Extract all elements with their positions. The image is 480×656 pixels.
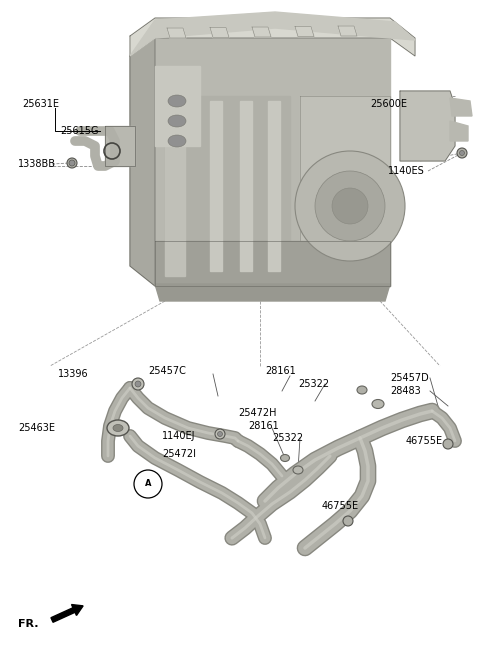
Polygon shape [450,98,472,116]
Text: 25631E: 25631E [22,99,59,109]
Circle shape [67,158,77,168]
Circle shape [69,160,75,166]
Text: 25322: 25322 [298,379,329,389]
Circle shape [343,516,353,526]
Polygon shape [165,96,290,276]
Text: FR.: FR. [18,619,38,629]
Ellipse shape [293,466,303,474]
Circle shape [215,429,225,439]
Ellipse shape [168,135,186,147]
Text: A: A [145,480,151,489]
Ellipse shape [280,455,289,462]
Circle shape [217,432,223,436]
Polygon shape [400,91,455,161]
Text: 25322: 25322 [272,433,303,443]
Text: 1140EJ: 1140EJ [162,431,195,441]
Circle shape [132,378,144,390]
Text: 25457D: 25457D [390,373,429,383]
Text: 1140ES: 1140ES [388,166,425,176]
Circle shape [443,439,453,449]
Polygon shape [105,126,135,166]
Circle shape [135,381,141,387]
Circle shape [459,150,465,155]
Polygon shape [240,101,252,271]
Text: 13396: 13396 [58,369,89,379]
Circle shape [315,171,385,241]
Ellipse shape [107,420,129,436]
Text: 25457C: 25457C [148,366,186,376]
FancyArrow shape [51,605,83,623]
Ellipse shape [168,95,186,107]
Polygon shape [295,26,314,37]
Circle shape [295,151,405,261]
Text: 46755E: 46755E [322,501,359,511]
Polygon shape [210,101,222,271]
Ellipse shape [168,115,186,127]
Polygon shape [450,121,468,141]
Ellipse shape [357,386,367,394]
Text: 46755E: 46755E [406,436,443,446]
Polygon shape [155,38,390,286]
Ellipse shape [113,424,123,432]
Polygon shape [300,96,390,286]
Circle shape [332,188,368,224]
Text: 25472H: 25472H [238,408,276,418]
Polygon shape [252,27,271,37]
Text: 25472I: 25472I [162,449,196,459]
Text: 1338BB: 1338BB [18,159,56,169]
Text: 25463E: 25463E [18,423,55,433]
Polygon shape [338,26,357,36]
Polygon shape [167,28,186,38]
Polygon shape [130,18,415,56]
Text: 25615G: 25615G [60,126,98,136]
Polygon shape [268,101,280,271]
Polygon shape [155,66,200,146]
Text: 28483: 28483 [390,386,421,396]
Polygon shape [165,96,185,276]
Ellipse shape [372,400,384,409]
Polygon shape [155,284,390,301]
Text: 28161: 28161 [248,421,279,431]
Text: 25600E: 25600E [370,99,407,109]
Polygon shape [155,241,390,286]
Text: 28161: 28161 [265,366,296,376]
Polygon shape [130,38,155,286]
Polygon shape [210,28,229,37]
Circle shape [457,148,467,158]
Polygon shape [130,12,415,56]
